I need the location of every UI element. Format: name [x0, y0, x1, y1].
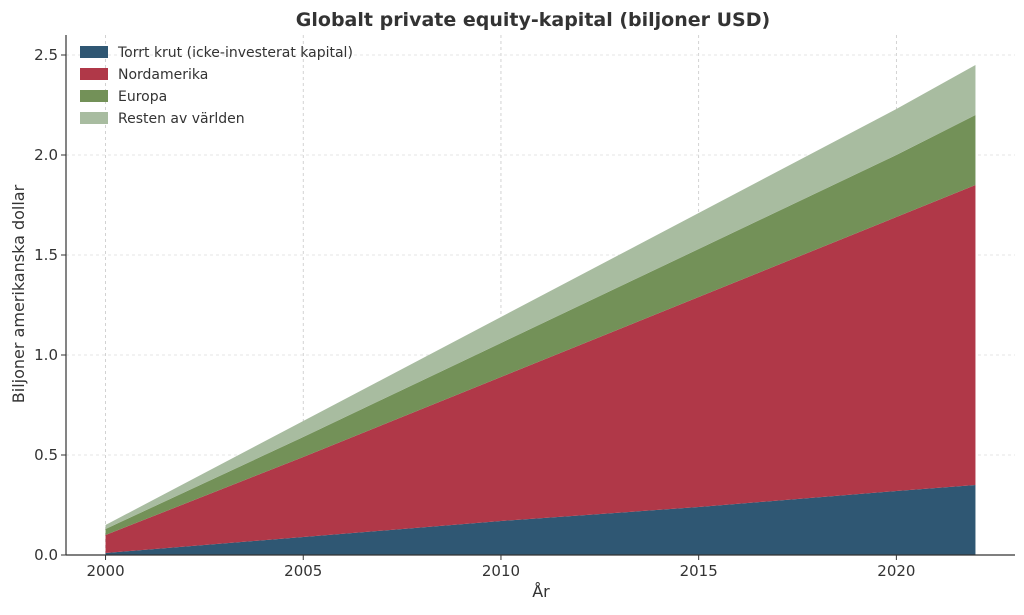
legend-label: Europa — [118, 89, 167, 105]
x-axis-label: År — [532, 582, 550, 601]
tick-labels: 2000 2005 2010 2015 2020 0.0 0.5 1.0 1.5 2.0 2.5 — [34, 46, 915, 580]
y-tick-label: 1.5 — [34, 246, 58, 264]
y-tick-label: 0.5 — [34, 446, 58, 464]
area-series — [105, 185, 976, 553]
area-series — [105, 485, 976, 555]
legend-swatch — [80, 46, 108, 58]
x-tick-label: 2005 — [284, 562, 322, 580]
legend-label: Nordamerika — [118, 67, 208, 83]
chart-title: Globalt private equity-kapital (biljoner… — [296, 9, 770, 31]
y-tick-label: 2.0 — [34, 146, 58, 164]
legend-swatch — [80, 90, 108, 102]
area-series — [105, 65, 976, 529]
legend-swatch — [80, 112, 108, 124]
x-tick-label: 2010 — [482, 562, 520, 580]
x-tick-label: 2020 — [877, 562, 915, 580]
x-tick-label: 2015 — [680, 562, 718, 580]
axes — [61, 35, 1015, 560]
area-layer — [105, 65, 976, 555]
legend-label: Resten av världen — [118, 111, 245, 127]
y-tick-label: 2.5 — [34, 46, 58, 64]
legend: Torrt krut (icke-investerat kapital) Nord… — [80, 45, 353, 127]
y-tick-label: 1.0 — [34, 346, 58, 364]
legend-label: Torrt krut (icke-investerat kapital) — [117, 45, 353, 61]
area-series — [105, 115, 976, 535]
x-tick-label: 2000 — [86, 562, 124, 580]
y-tick-label: 0.0 — [34, 546, 58, 564]
y-axis-label: Biljoner amerikanska dollar — [9, 184, 28, 403]
legend-swatch — [80, 68, 108, 80]
